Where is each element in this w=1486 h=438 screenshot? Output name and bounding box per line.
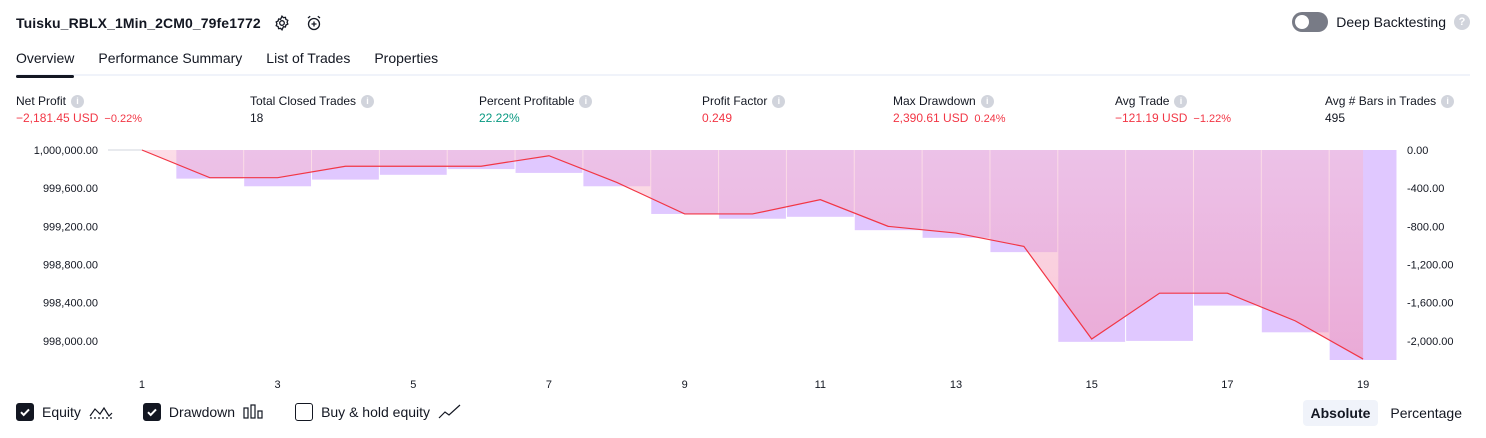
metric-profit-factor: Profit Factor i 0.249 (702, 94, 786, 125)
info-icon[interactable]: i (980, 94, 994, 108)
view-mode-switch: Absolute Percentage (1302, 400, 1471, 426)
equity-drawdown-chart[interactable]: 1,000,000.00 999,600.00 999,200.00 998,800.… (0, 138, 1486, 398)
metric-label: Max Drawdown (893, 94, 976, 108)
x-tick-label: 3 (275, 379, 281, 391)
percentage-button[interactable]: Percentage (1390, 405, 1462, 421)
alarm-clock-add-icon[interactable] (303, 12, 325, 34)
legend-equity[interactable]: Equity (16, 403, 113, 421)
metric-total-closed-trades: Total Closed Trades i 18 (250, 94, 375, 125)
metric-avg-bars-in-trades: Avg # Bars in Trades i 495 (1325, 94, 1455, 125)
help-question-icon[interactable]: ? (1454, 14, 1470, 30)
info-icon[interactable]: i (71, 94, 85, 108)
y-right-tick-label: -400.00 (1407, 183, 1444, 195)
info-icon[interactable]: i (579, 94, 593, 108)
y-axis-left: 1,000,000.00 999,600.00 999,200.00 998,800.… (34, 145, 98, 348)
buy-hold-line-icon (438, 404, 462, 420)
y-left-tick-label: 999,600.00 (43, 183, 98, 195)
y-axis-right: 0.00 -400.00 -800.00 -1,200.00 -1,600.00 -2,0… (1407, 145, 1453, 348)
y-left-tick-label: 998,000.00 (43, 336, 98, 348)
x-tick-label: 15 (1086, 379, 1098, 391)
legend-buy-hold-label: Buy & hold equity (321, 404, 431, 420)
metric-value: 0.249 (702, 111, 733, 125)
deep-backtesting-toggle[interactable] (1292, 12, 1329, 32)
tab-properties[interactable]: Properties (374, 50, 439, 66)
equity-fill (141, 150, 1364, 360)
y-right-tick-label: -1,600.00 (1407, 298, 1453, 310)
info-icon[interactable]: i (772, 94, 786, 108)
equity-checkbox[interactable] (16, 403, 34, 421)
legend-equity-label: Equity (42, 404, 81, 420)
deep-backtesting-label: Deep Backtesting (1336, 14, 1446, 30)
settings-gear-icon[interactable] (271, 12, 293, 34)
chart-legend: Equity Drawdown Buy & hold equity (16, 403, 462, 421)
metric-value: 2,390.61 USD (893, 111, 969, 125)
metric-label: Avg # Bars in Trades (1325, 94, 1437, 108)
x-axis: 1 3 5 7 9 11 13 15 17 19 (139, 379, 1369, 391)
metric-percent-profitable: Percent Profitable i 22.22% (479, 94, 593, 125)
y-right-tick-label: 0.00 (1407, 145, 1428, 157)
equity-polyline (141, 149, 1364, 360)
tab-performance-summary[interactable]: Performance Summary (98, 50, 243, 66)
metric-avg-trade: Avg Trade i −121.19 USD −1.22% (1115, 94, 1231, 125)
info-icon[interactable]: i (361, 94, 375, 108)
metric-label: Avg Trade (1115, 94, 1170, 108)
buy-hold-checkbox[interactable] (295, 403, 314, 421)
metric-label: Profit Factor (702, 94, 768, 108)
metric-label: Net Profit (16, 94, 67, 108)
deep-backtesting: Deep Backtesting ? (1292, 12, 1470, 32)
info-icon[interactable]: i (1441, 94, 1455, 108)
metric-value: −121.19 USD (1115, 111, 1188, 125)
drawdown-checkbox[interactable] (142, 403, 161, 421)
metric-max-drawdown: Max Drawdown i 2,390.61 USD 0.24% (893, 94, 1006, 125)
y-right-tick-label: -800.00 (1407, 221, 1444, 233)
metric-sub-value: −1.22% (1193, 113, 1232, 125)
x-tick-label: 7 (546, 379, 552, 391)
metric-value: 22.22% (479, 111, 520, 125)
metrics-row: Net Profit i −2,181.45 USD −0.22% Total Cl… (16, 94, 1470, 130)
x-tick-label: 19 (1357, 379, 1369, 391)
y-left-tick-label: 1,000,000.00 (34, 145, 98, 157)
x-tick-label: 1 (139, 379, 145, 391)
legend-drawdown[interactable]: Drawdown (142, 403, 265, 421)
strategy-name: Tuisku_RBLX_1Min_2CM0_79fe1772 (16, 15, 261, 31)
x-tick-label: 9 (682, 379, 688, 391)
y-left-tick-label: 998,400.00 (43, 298, 98, 310)
metric-label: Percent Profitable (479, 94, 575, 108)
header: Tuisku_RBLX_1Min_2CM0_79fe1772 (16, 10, 325, 36)
tab-list-of-trades[interactable]: List of Trades (266, 50, 351, 66)
equity-line-icon (89, 404, 113, 420)
tab-bar: Overview Performance Summary List of Tra… (16, 44, 1470, 78)
x-tick-label: 17 (1221, 379, 1233, 391)
absolute-button[interactable]: Absolute (1302, 400, 1379, 426)
equity-area (141, 150, 1364, 360)
x-tick-label: 5 (410, 379, 416, 391)
drawdown-bars-icon (243, 404, 265, 420)
metric-label: Total Closed Trades (250, 94, 357, 108)
legend-buy-hold[interactable]: Buy & hold equity (295, 403, 462, 421)
legend-drawdown-label: Drawdown (168, 404, 236, 420)
tab-overview[interactable]: Overview (16, 44, 75, 78)
metric-net-profit: Net Profit i −2,181.45 USD −0.22% (16, 94, 142, 125)
info-icon[interactable]: i (1174, 94, 1188, 108)
metric-value: 18 (250, 111, 264, 125)
toggle-knob (1295, 15, 1310, 29)
metric-value: 495 (1325, 111, 1346, 125)
equity-line (108, 149, 1364, 360)
y-left-tick-label: 998,800.00 (43, 260, 98, 272)
x-tick-label: 11 (815, 379, 826, 391)
metric-sub-value: −0.22% (104, 113, 143, 125)
metric-sub-value: 0.24% (974, 113, 1006, 125)
x-tick-label: 13 (950, 379, 962, 391)
y-left-tick-label: 999,200.00 (43, 221, 98, 233)
y-right-tick-label: -2,000.00 (1407, 336, 1453, 348)
metric-value: −2,181.45 USD (16, 111, 99, 125)
y-right-tick-label: -1,200.00 (1407, 260, 1453, 272)
